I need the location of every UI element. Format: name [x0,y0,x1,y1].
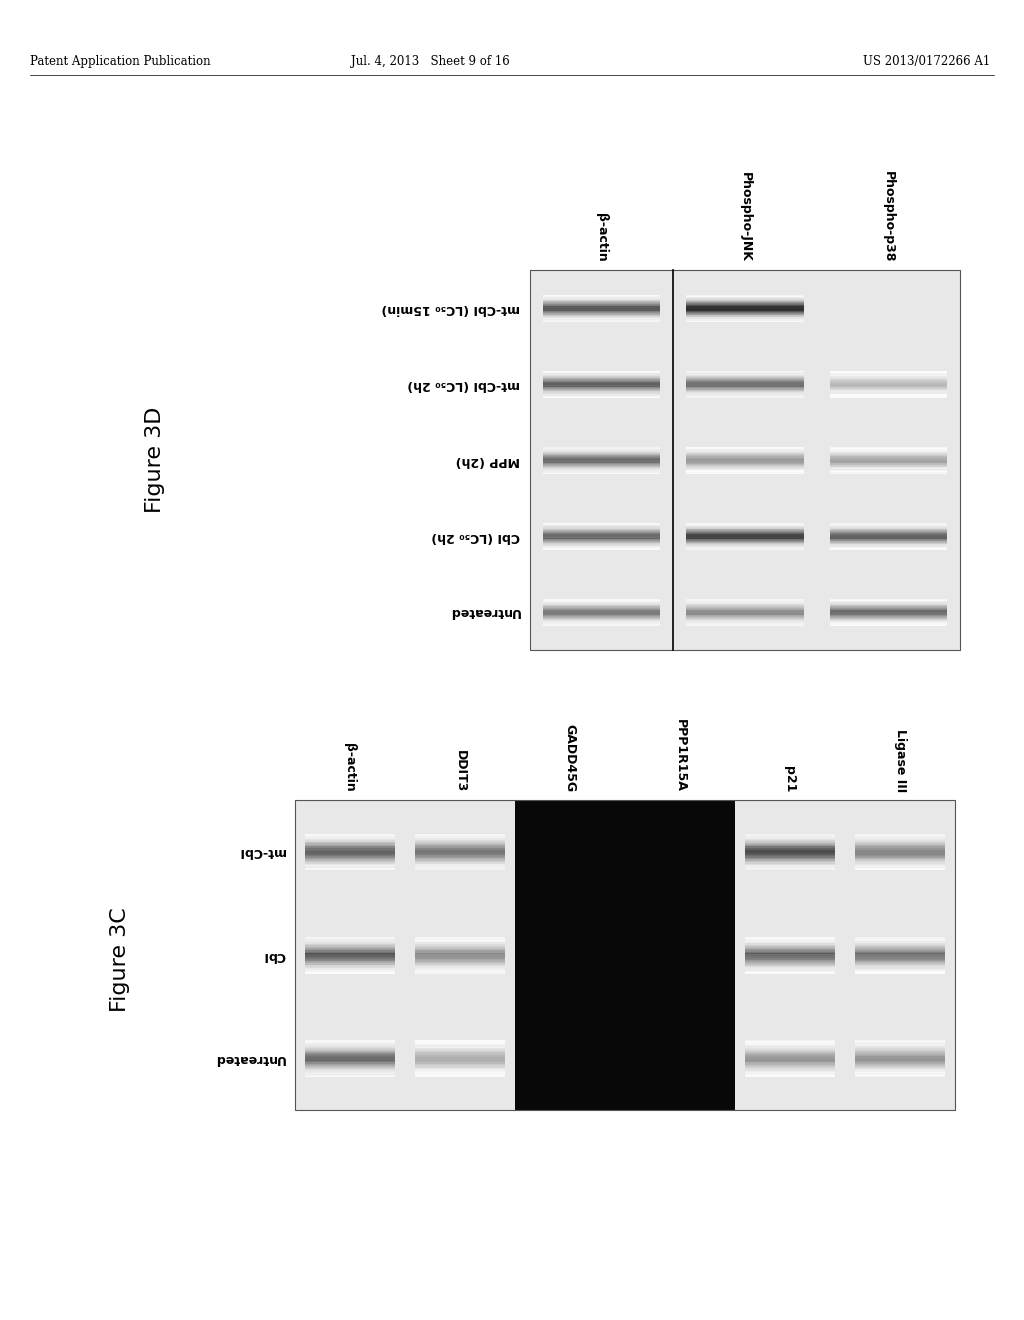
Text: GADD45G: GADD45G [563,723,577,792]
Text: Figure 3C: Figure 3C [110,908,130,1012]
Bar [530,271,961,649]
Bar [625,800,735,1110]
Text: US 2013/0172266 A1: US 2013/0172266 A1 [863,55,990,69]
Text: Ligase III: Ligase III [894,729,906,792]
Text: DDIT3: DDIT3 [454,750,467,792]
Text: Untreated: Untreated [214,1052,285,1065]
Text: β-actin: β-actin [343,743,356,792]
Text: Figure 3D: Figure 3D [145,407,165,513]
Bar [295,800,955,1110]
Text: mt-CbI (LC₅₀ 15min): mt-CbI (LC₅₀ 15min) [381,301,520,314]
Text: p21: p21 [783,766,797,792]
Text: PPP1R15A: PPP1R15A [674,719,686,792]
Text: mt-CbI (LC₅₀ 2h): mt-CbI (LC₅₀ 2h) [408,378,520,391]
Bar [530,271,961,649]
Text: mt-CbI: mt-CbI [239,845,285,858]
Text: β-actin: β-actin [595,214,608,261]
Text: Phospho-JNK: Phospho-JNK [738,172,752,261]
Text: Jul. 4, 2013   Sheet 9 of 16: Jul. 4, 2013 Sheet 9 of 16 [350,55,509,69]
Text: Phospho-p38: Phospho-p38 [882,170,895,261]
Text: Untreated: Untreated [449,606,520,619]
Text: CbI: CbI [262,949,285,961]
Bar [295,800,955,1110]
Text: Patent Application Publication: Patent Application Publication [30,55,211,69]
Bar [515,800,625,1110]
Text: CbI (LC₅₀ 2h): CbI (LC₅₀ 2h) [431,529,520,543]
Text: MPP (2h): MPP (2h) [456,454,520,466]
